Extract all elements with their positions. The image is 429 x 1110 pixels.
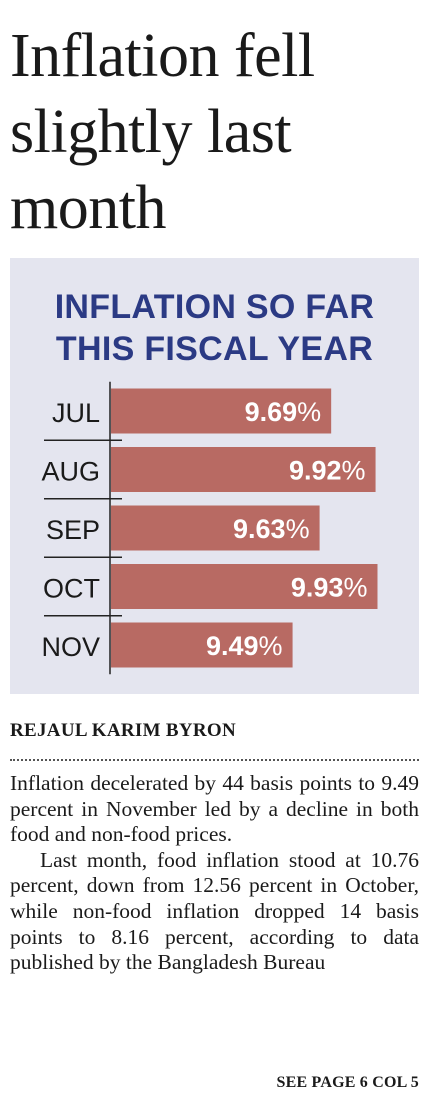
dotted-divider [10, 759, 419, 761]
bar [111, 447, 376, 492]
value-label: 9.63% [233, 514, 310, 544]
bar [111, 505, 320, 551]
chart-title: INFLATION SO FAR THIS FISCAL YEAR [10, 286, 419, 370]
byline: REJAUL KARIM BYRON [10, 720, 237, 741]
category-label: SEP [46, 515, 100, 545]
value-label: 9.69% [245, 397, 322, 427]
category-label: AUG [41, 457, 100, 487]
article-body: Inflation decelerated by 44 basis points… [10, 771, 419, 976]
category-label: OCT [43, 574, 100, 604]
category-label: JUL [52, 398, 100, 428]
paragraph-1: Inflation decelerated by 44 basis points… [10, 771, 419, 847]
chart-title-line-2: THIS FISCAL YEAR [55, 330, 374, 368]
category-label: NOV [41, 632, 100, 662]
value-label: 9.49% [206, 631, 283, 661]
continued-on-label: SEE PAGE 6 COL 5 [276, 1074, 419, 1091]
chart-title-line-1: INFLATION SO FAR [54, 288, 375, 326]
bar [111, 564, 378, 609]
headline: Inflation fell slightly last month [10, 22, 315, 242]
value-label: 9.93% [291, 573, 368, 603]
inflation-chart: INFLATION SO FAR THIS FISCAL YEAR JUL 9.6… [10, 258, 419, 694]
paragraph-2: Last month, food inflation stood at 10.7… [10, 847, 419, 975]
bar [111, 388, 332, 434]
bar [111, 622, 293, 668]
chart-plot: JUL 9.69% AUG 9.92% SEP 9.63% OCT 9.93% NOV 9.49% [41, 381, 378, 675]
value-label: 9.92% [289, 456, 366, 486]
